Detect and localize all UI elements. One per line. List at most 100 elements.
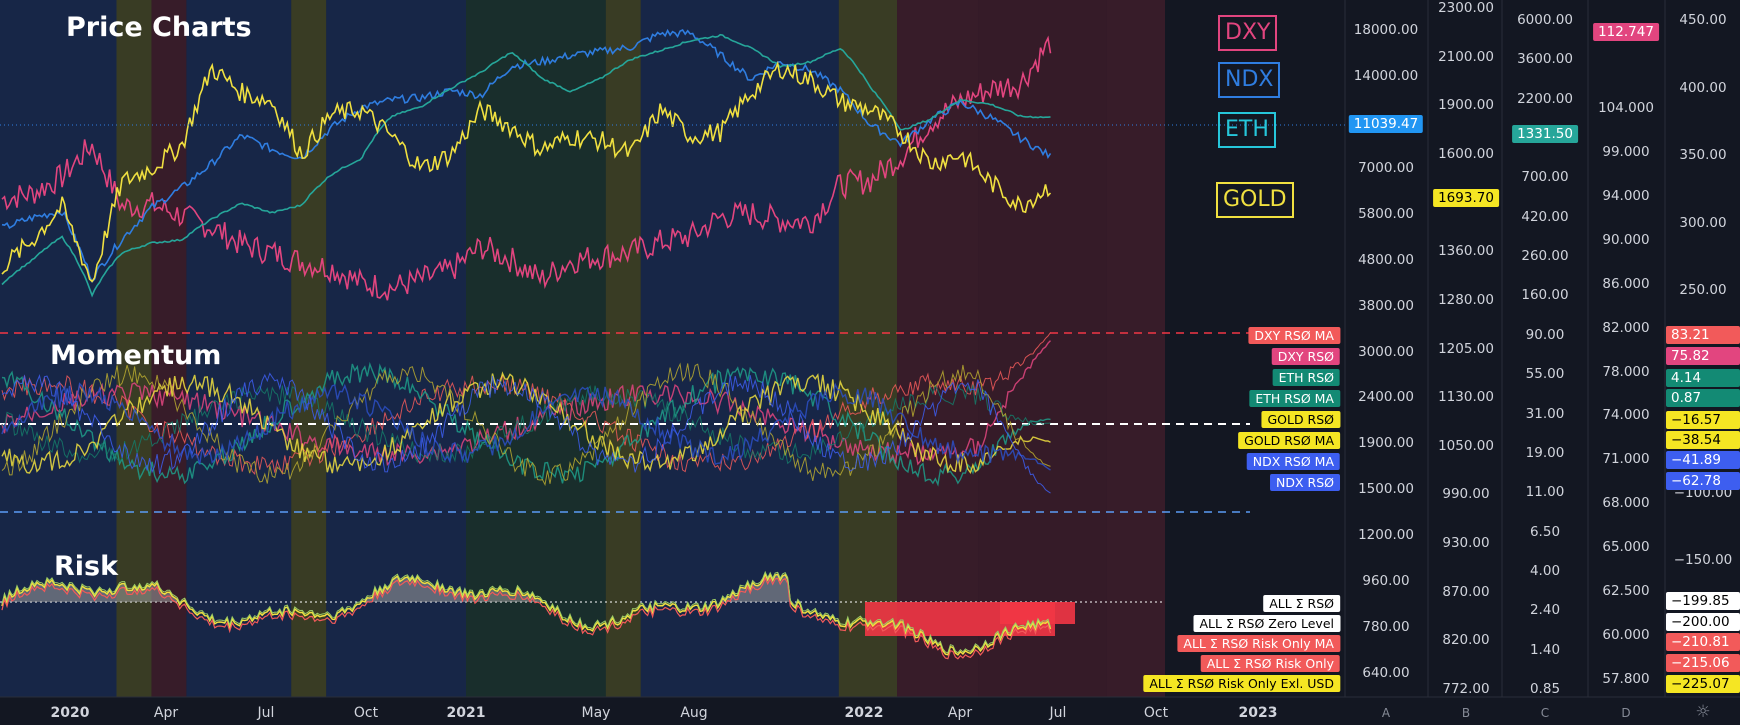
axis-c-tick-2: 2200.00 bbox=[1517, 90, 1573, 107]
regime-band-1 bbox=[116, 0, 152, 697]
time-label-7: 2022 bbox=[844, 705, 884, 721]
axis-c-tick-7: 160.00 bbox=[1521, 287, 1569, 304]
right-value-11: −215.06 bbox=[1666, 654, 1740, 672]
axis-b-tick-8: 1130.00 bbox=[1438, 389, 1494, 406]
right-value-9: −200.00 bbox=[1666, 613, 1740, 631]
time-label-0: 2020 bbox=[50, 705, 90, 721]
right-value-2: 4.14 bbox=[1666, 369, 1740, 387]
regime-band-0 bbox=[0, 0, 117, 697]
axis-c-tick-14: 4.00 bbox=[1529, 562, 1561, 579]
axis-c-tick-13: 6.50 bbox=[1529, 523, 1561, 540]
time-label-6: Aug bbox=[680, 705, 708, 721]
regime-band-12 bbox=[1106, 0, 1165, 697]
axis-a-tick-9: 1900.00 bbox=[1358, 435, 1414, 452]
axis-c-tick-11: 19.00 bbox=[1525, 444, 1565, 461]
axis-d-tick-13: 57.800 bbox=[1602, 671, 1650, 687]
right-value-4: −16.57 bbox=[1666, 411, 1740, 429]
axis-d-tick-8: 71.000 bbox=[1602, 451, 1650, 468]
risk-tag-1: ALL Σ RSØ Zero Level bbox=[1193, 615, 1340, 632]
axis-c-tick-1: 3600.00 bbox=[1517, 51, 1573, 68]
price-line-ndx bbox=[1, 28, 1052, 283]
axis-d-last-value: 112.747 bbox=[1593, 23, 1659, 41]
axis-d-tick-9: 68.000 bbox=[1602, 495, 1650, 512]
risk-line-all bbox=[1, 570, 1051, 654]
axis-c-tick-17: 0.85 bbox=[1529, 681, 1561, 697]
axis-b-tick-10: 990.00 bbox=[1442, 486, 1490, 503]
legend-dxy: DXY bbox=[1218, 15, 1278, 51]
axis-letter-b: B bbox=[1461, 706, 1471, 720]
price-pane-title: Price Charts bbox=[66, 12, 252, 43]
momentum-line-2 bbox=[1, 361, 1051, 487]
axis-c-tick-12: 11.00 bbox=[1525, 484, 1565, 501]
axis-c-tick-5: 420.00 bbox=[1521, 208, 1569, 225]
momentum-pane-title: Momentum bbox=[50, 340, 222, 371]
axis-b-tick-7: 1205.00 bbox=[1438, 340, 1494, 357]
axis-c-tick-8: 90.00 bbox=[1525, 326, 1565, 343]
right-value-5: −38.54 bbox=[1666, 431, 1740, 449]
right-value-10: −210.81 bbox=[1666, 633, 1740, 651]
time-label-5: May bbox=[581, 705, 611, 721]
time-label-8: Apr bbox=[947, 705, 973, 721]
axis-d-tick-12: 60.000 bbox=[1602, 627, 1650, 644]
right-value-3: 0.87 bbox=[1666, 389, 1740, 407]
regime-band-3 bbox=[186, 0, 292, 697]
axis-b-tick-3: 1600.00 bbox=[1438, 145, 1494, 162]
axis-a-tick-8: 2400.00 bbox=[1358, 389, 1414, 406]
axis-c-tick-10: 31.00 bbox=[1525, 405, 1565, 422]
time-label-1: Apr bbox=[153, 705, 179, 721]
time-label-4: 2021 bbox=[446, 705, 486, 721]
axis-b-tick-1: 2100.00 bbox=[1438, 48, 1494, 65]
axis-a-last-value: 11039.47 bbox=[1348, 115, 1424, 133]
risk-area-negative-2 bbox=[1000, 602, 1075, 624]
axis-a-tick-12: 960.00 bbox=[1362, 573, 1410, 590]
momentum-tag-3: ETH RSØ MA bbox=[1249, 390, 1340, 407]
axis-d-tick-5: 82.000 bbox=[1602, 319, 1650, 336]
axis-letter-c: C bbox=[1540, 706, 1550, 720]
momentum-tag-5: GOLD RSØ MA bbox=[1238, 432, 1340, 449]
momentum-tag-6: NDX RSØ MA bbox=[1246, 453, 1340, 470]
legend-eth: ETH bbox=[1218, 112, 1276, 148]
right-value-7: −62.78 bbox=[1666, 472, 1740, 490]
axis-letter-d: D bbox=[1621, 706, 1631, 720]
axis-a-tick-10: 1500.00 bbox=[1358, 481, 1414, 498]
legend-gold: GOLD bbox=[1216, 182, 1294, 218]
axis-a-tick-11: 1200.00 bbox=[1358, 527, 1414, 544]
regime-band-6 bbox=[466, 0, 606, 697]
right-value-12: −225.07 bbox=[1666, 675, 1740, 693]
axis-c-tick-9: 55.00 bbox=[1525, 366, 1565, 383]
settings-icon[interactable]: ☼ bbox=[1695, 702, 1711, 722]
momentum-line-4 bbox=[1, 371, 1051, 474]
axis-c-tick-6: 260.00 bbox=[1521, 248, 1569, 265]
axis-b-tick-14: 772.00 bbox=[1442, 681, 1490, 697]
axis-a-tick-5: 4800.00 bbox=[1358, 251, 1414, 268]
axis-d-tick-6: 78.000 bbox=[1602, 363, 1650, 380]
axis-b-tick-2: 1900.00 bbox=[1438, 97, 1494, 114]
axis-d-tick-4: 86.000 bbox=[1602, 275, 1650, 292]
risk-line-risk-only bbox=[1, 576, 1052, 660]
time-label-9: Jul bbox=[1049, 705, 1067, 721]
axis-d-tick-2: 94.000 bbox=[1602, 187, 1650, 204]
axis-b-tick-0: 2300.00 bbox=[1438, 0, 1494, 16]
axis-b-tick-9: 1050.00 bbox=[1438, 437, 1494, 454]
right-value-8: −199.85 bbox=[1666, 592, 1740, 610]
price-line-gold bbox=[1, 60, 1052, 283]
legend-ndx: NDX bbox=[1218, 62, 1281, 98]
time-label-10: Oct bbox=[1143, 705, 1169, 721]
price-line-eth bbox=[1, 33, 1051, 298]
axis-a-tick-3: 7000.00 bbox=[1358, 159, 1414, 176]
axis-c-tick-16: 1.40 bbox=[1529, 641, 1561, 658]
axis-b-last-value: 1693.70 bbox=[1433, 189, 1499, 207]
momentum-line-5 bbox=[1, 362, 1051, 487]
time-label-3: Oct bbox=[353, 705, 379, 721]
momentum-line-6 bbox=[1, 382, 1051, 471]
axis-d-tick-3: 90.000 bbox=[1602, 231, 1650, 248]
axis-e-tick-3: 300.00 bbox=[1679, 214, 1727, 231]
axis-e-tick-8: −150.00 bbox=[1673, 552, 1733, 568]
momentum-tag-1: DXY RSØ bbox=[1271, 348, 1340, 365]
axis-a-tick-6: 3800.00 bbox=[1358, 297, 1414, 314]
axis-c-last-value: 1331.50 bbox=[1512, 125, 1578, 143]
regime-band-10 bbox=[897, 0, 979, 697]
regime-band-4 bbox=[291, 0, 327, 697]
